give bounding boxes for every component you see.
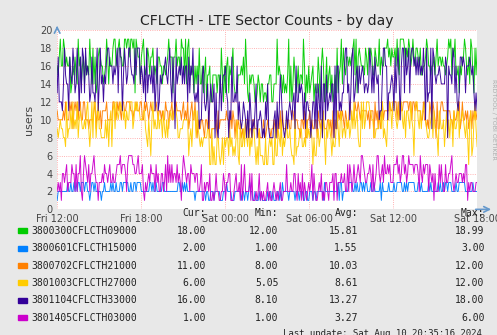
Text: 1.00: 1.00 xyxy=(183,313,206,323)
Text: 18.99: 18.99 xyxy=(455,226,485,236)
Text: 5.05: 5.05 xyxy=(255,278,278,288)
Text: 3.27: 3.27 xyxy=(334,313,358,323)
Text: 12.00: 12.00 xyxy=(249,226,278,236)
Text: 12.00: 12.00 xyxy=(455,261,485,271)
Text: 3.00: 3.00 xyxy=(461,243,485,253)
Text: Min:: Min: xyxy=(255,208,278,218)
Text: 6.00: 6.00 xyxy=(183,278,206,288)
Text: 8.00: 8.00 xyxy=(255,261,278,271)
Text: 13.27: 13.27 xyxy=(329,295,358,306)
Text: 10.03: 10.03 xyxy=(329,261,358,271)
Text: 3801104CFLCTH33000: 3801104CFLCTH33000 xyxy=(31,295,137,306)
Text: 18.00: 18.00 xyxy=(177,226,206,236)
Text: 18.00: 18.00 xyxy=(455,295,485,306)
Text: Cur:: Cur: xyxy=(183,208,206,218)
Text: 3800702CFLCTH21000: 3800702CFLCTH21000 xyxy=(31,261,137,271)
Text: Avg:: Avg: xyxy=(334,208,358,218)
Text: 3801405CFLCTH03000: 3801405CFLCTH03000 xyxy=(31,313,137,323)
Text: 15.81: 15.81 xyxy=(329,226,358,236)
Text: RRDTOOL / TOBI OETIKER: RRDTOOL / TOBI OETIKER xyxy=(491,78,496,159)
Text: 8.61: 8.61 xyxy=(334,278,358,288)
Title: CFLCTH - LTE Sector Counts - by day: CFLCTH - LTE Sector Counts - by day xyxy=(140,14,394,27)
Text: 3800300CFLCTH09000: 3800300CFLCTH09000 xyxy=(31,226,137,236)
Text: 2.00: 2.00 xyxy=(183,243,206,253)
Text: 1.00: 1.00 xyxy=(255,313,278,323)
Text: 1.00: 1.00 xyxy=(255,243,278,253)
Text: Last update: Sat Aug 10 20:35:16 2024: Last update: Sat Aug 10 20:35:16 2024 xyxy=(283,329,482,335)
Text: 11.00: 11.00 xyxy=(177,261,206,271)
Y-axis label: users: users xyxy=(24,105,34,135)
Text: Max:: Max: xyxy=(461,208,485,218)
Text: 3801003CFLCTH27000: 3801003CFLCTH27000 xyxy=(31,278,137,288)
Text: 8.10: 8.10 xyxy=(255,295,278,306)
Text: 3800601CFLCTH15000: 3800601CFLCTH15000 xyxy=(31,243,137,253)
Text: 16.00: 16.00 xyxy=(177,295,206,306)
Text: 12.00: 12.00 xyxy=(455,278,485,288)
Text: 1.55: 1.55 xyxy=(334,243,358,253)
Text: 6.00: 6.00 xyxy=(461,313,485,323)
